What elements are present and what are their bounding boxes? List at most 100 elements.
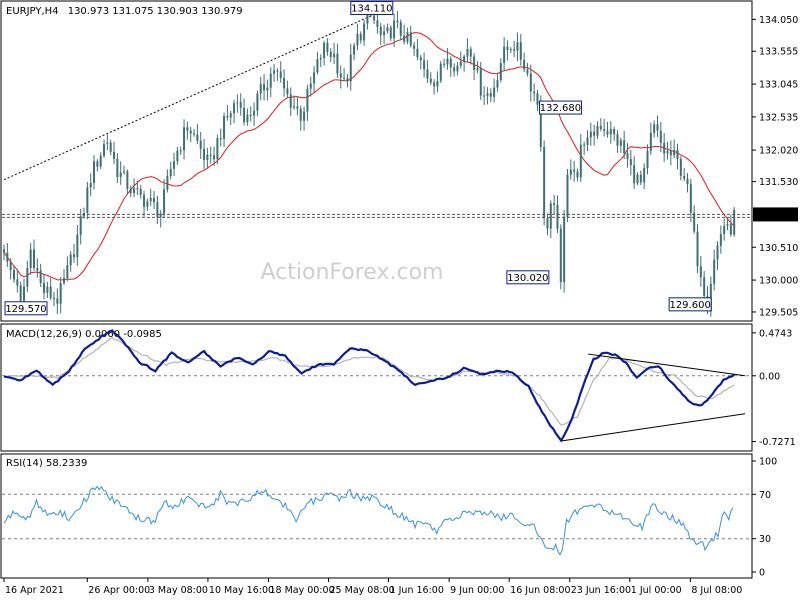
candle-body	[536, 93, 539, 105]
candle-body	[423, 60, 426, 70]
candle-body	[136, 188, 139, 190]
candle-body	[716, 245, 719, 260]
candle-body	[719, 234, 722, 246]
candle-body	[639, 174, 642, 183]
rsi-tick-label: 70	[759, 490, 771, 501]
candle-body	[566, 174, 569, 217]
moving-average-polyline	[3, 32, 735, 281]
candle-body	[509, 49, 512, 51]
time-tick-label: 3 May 08:00	[149, 585, 208, 596]
rsi-pane-title: RSI(14) 58.2339	[6, 458, 87, 469]
candle-body	[266, 87, 269, 91]
rsi-axis-ticks: 100 70 30 0	[752, 457, 777, 579]
candle-body	[503, 46, 506, 64]
candle-body	[49, 286, 52, 298]
candle-body	[296, 106, 299, 109]
candle-body	[679, 158, 682, 176]
candle-body	[413, 45, 416, 49]
candle-body	[179, 150, 182, 152]
candle-body	[153, 197, 156, 203]
candle-body	[319, 57, 322, 60]
candle-body	[576, 171, 579, 178]
time-tick-label: 16 Apr 2021	[5, 585, 64, 596]
price-tick-label: 131.530	[759, 177, 798, 188]
candle-body	[213, 155, 216, 160]
candle-body	[609, 128, 612, 135]
candle-body	[66, 265, 69, 278]
candle-body	[236, 102, 239, 104]
candle-body	[489, 93, 492, 97]
candle-body	[129, 188, 132, 194]
macd-trendline	[561, 413, 746, 442]
candle-body	[513, 49, 516, 51]
current-price-box	[753, 207, 798, 222]
candle-body	[336, 53, 339, 74]
macd-main-line	[3, 329, 735, 443]
price-annotation-label: 132.680	[540, 103, 581, 114]
candle-body	[383, 31, 386, 36]
time-tick-label: 18 May 00:00	[269, 585, 334, 596]
candle-body	[159, 213, 162, 217]
candle-body	[543, 146, 546, 219]
candle-body	[69, 254, 72, 266]
candle-body	[43, 283, 46, 293]
candle-body	[59, 282, 62, 304]
macd-tick-label: 0.4743	[759, 328, 792, 339]
price-tick-label: 133.045	[759, 80, 798, 91]
candle-body	[713, 259, 716, 284]
candle-body	[99, 155, 102, 167]
candle-body	[113, 151, 116, 159]
candle-body	[263, 84, 266, 91]
candle-body	[203, 148, 206, 160]
candle-body	[359, 33, 362, 41]
candle-body	[473, 56, 476, 70]
candle-body	[39, 270, 42, 284]
candle-body	[76, 234, 79, 258]
resistance-trendline	[3, 15, 372, 181]
candle-body	[603, 129, 606, 131]
candle-body	[593, 131, 596, 136]
candle-body	[189, 130, 192, 134]
candle-body	[123, 171, 126, 173]
candle-body	[463, 56, 466, 62]
candle-body	[606, 130, 609, 135]
candle-body	[326, 42, 329, 52]
current-price-marker: 131.020	[2, 207, 798, 222]
price-pane-frame	[0, 0, 753, 322]
candle-body	[379, 26, 382, 36]
candle-body	[733, 209, 736, 235]
candle-body	[466, 48, 469, 57]
price-pane-title: EURJPY,H4 130.973 131.075 130.903 130.97…	[6, 6, 243, 17]
candle-body	[269, 73, 272, 88]
candle-body	[13, 270, 16, 280]
rsi-tick-label: 0	[759, 568, 765, 579]
candle-body	[186, 127, 189, 131]
candle-body	[589, 131, 592, 138]
candle-body	[623, 140, 626, 154]
candle-body	[673, 150, 676, 156]
candle-body	[656, 124, 659, 131]
macd-pane-title: MACD(12,26,9) 0.0060 -0.0985	[6, 329, 162, 340]
candle-body	[313, 72, 316, 84]
candle-body	[199, 140, 202, 149]
candle-body	[486, 93, 489, 96]
candle-body	[453, 67, 456, 72]
candle-body	[546, 218, 549, 229]
candle-body	[399, 22, 402, 36]
candle-body	[23, 286, 26, 301]
price-tick-label: 129.505	[759, 307, 798, 318]
candle-body	[329, 51, 332, 58]
candle-body	[386, 27, 389, 32]
time-tick-label: 10 May 16:00	[209, 585, 274, 596]
candle-body	[196, 134, 199, 141]
time-axis-ticks: 16 Apr 2021 26 Apr 00:003 May 08:00 10 May…	[3, 578, 742, 596]
candle-body	[556, 204, 559, 229]
candle-body	[506, 46, 509, 50]
candle-body	[586, 137, 589, 145]
candle-body	[409, 32, 412, 46]
candle-body	[116, 158, 119, 177]
candle-body	[209, 155, 212, 157]
candle-body	[549, 203, 552, 229]
time-tick-label: 26 Apr 00:00	[88, 585, 150, 596]
time-tick-label: 16 Jun 08:00	[510, 585, 570, 596]
